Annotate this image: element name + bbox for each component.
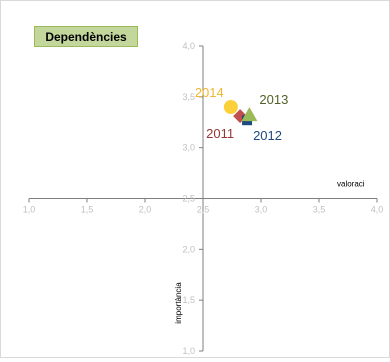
y-tick-label: 1,0 xyxy=(182,346,195,356)
y-tick-label: 3,0 xyxy=(182,143,195,153)
x-axis-title: valoraci xyxy=(337,180,365,189)
data-labels: 2011 2012 2013 2014 xyxy=(195,85,288,143)
x-tick-label: 2,5 xyxy=(197,205,210,215)
y-tick-label: 1,5 xyxy=(182,295,195,305)
tick-labels: 1,0 1,5 2,0 2,5 3,0 3,5 4,0 1,0 1,5 2,0 2,5 3,0 3,5 4… xyxy=(23,41,384,356)
x-tick-label: 3,0 xyxy=(255,205,268,215)
data-points xyxy=(223,100,258,126)
y-axis-title: importància xyxy=(174,282,183,324)
x-tick-label: 4,0 xyxy=(371,205,384,215)
label-2014: 2014 xyxy=(195,85,224,100)
point-2013 xyxy=(241,107,258,122)
x-tick-label: 3,5 xyxy=(313,205,326,215)
y-tick-label: 2,5 xyxy=(182,194,195,204)
chart-title: Dependències xyxy=(34,26,138,47)
scatter-chart: 1,0 1,5 2,0 2,5 3,0 3,5 4,0 1,0 1,5 2,0 2,5 3,0 3,5 4… xyxy=(23,41,384,356)
label-2011: 2011 xyxy=(206,126,234,141)
point-2014 xyxy=(223,100,238,114)
y-tick-label: 3,5 xyxy=(182,92,195,102)
y-tick-label: 2,0 xyxy=(182,244,195,254)
x-tick-label: 1,0 xyxy=(23,205,36,215)
label-2012: 2012 xyxy=(253,128,282,143)
label-2013: 2013 xyxy=(259,92,288,107)
x-tick-label: 2,0 xyxy=(139,205,152,215)
x-tick-label: 1,5 xyxy=(81,205,94,215)
axes xyxy=(28,45,378,352)
y-tick-label: 4,0 xyxy=(182,41,195,51)
